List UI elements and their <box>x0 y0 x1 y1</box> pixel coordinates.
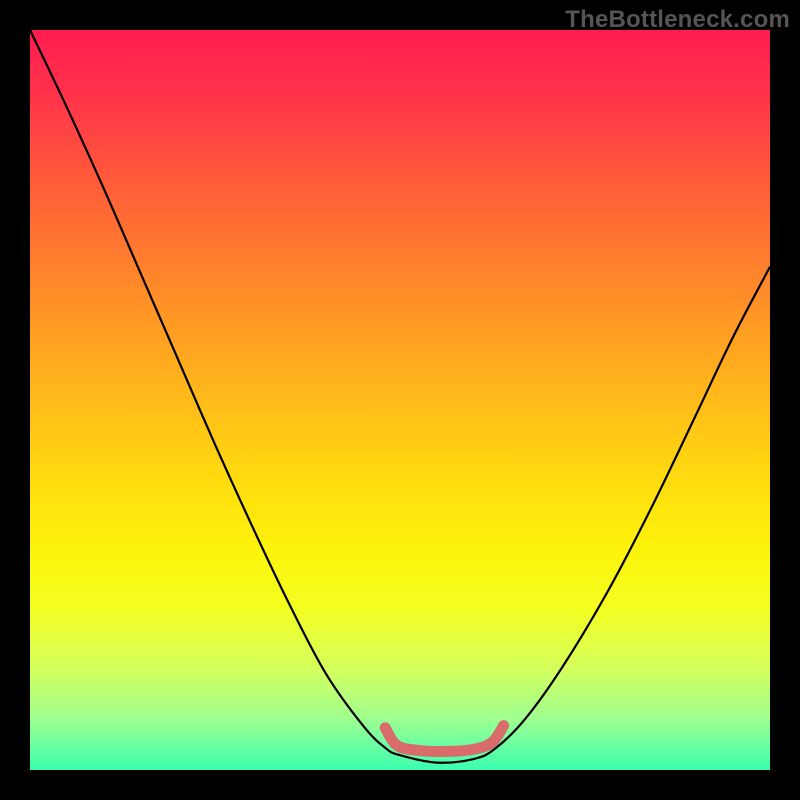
watermark-text: TheBottleneck.com <box>565 6 790 34</box>
chart-svg <box>0 0 800 800</box>
chart-plot-area <box>30 30 770 770</box>
bottleneck-chart: TheBottleneck.com <box>0 0 800 800</box>
